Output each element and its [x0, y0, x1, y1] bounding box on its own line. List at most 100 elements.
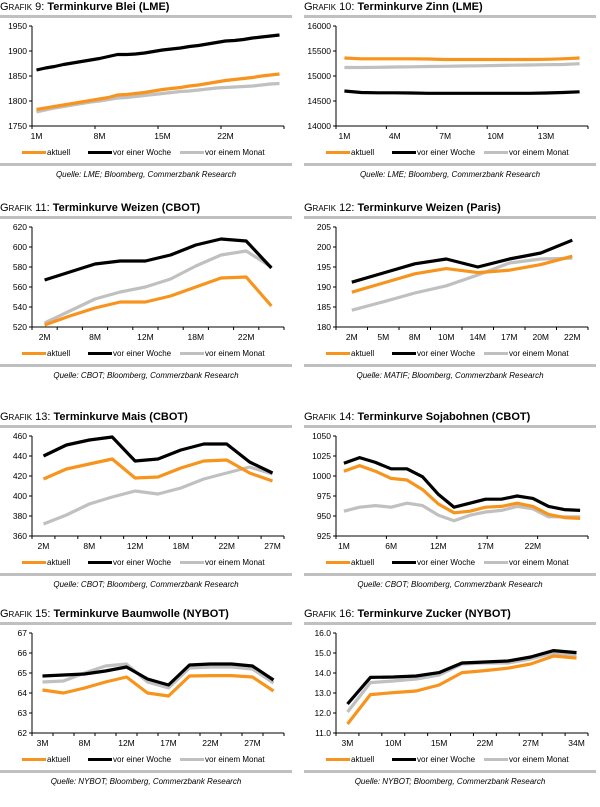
y-tick-label: 400: [13, 491, 27, 501]
legend-label: vor einem Monat: [509, 558, 569, 567]
legend-swatch: [392, 758, 416, 761]
y-tick-label: 66: [18, 648, 28, 658]
legend-item: vor einer Woche: [88, 755, 171, 764]
title-divider: [304, 622, 596, 625]
series-line-vor-einer-woche: [42, 662, 275, 687]
chart-title: Grafik 15: Terminkurve Baumwolle (NYBOT): [0, 607, 292, 621]
legend-label: vor einem Monat: [509, 349, 569, 358]
legend-item: vor einer Woche: [392, 755, 475, 764]
y-tick-label: 15500: [307, 46, 331, 56]
chart-title-text: Terminkurve Weizen (CBOT): [52, 202, 201, 214]
legend-item: aktuell: [22, 558, 70, 567]
y-tick-label: 620: [13, 222, 27, 232]
legend-item: vor einem Monat: [484, 148, 569, 157]
x-tick-label: 15M: [154, 131, 171, 141]
x-tick-label: 15M: [431, 738, 448, 748]
x-tick-label: 1M: [31, 131, 43, 141]
title-divider: [0, 425, 292, 428]
legend-label: aktuell: [47, 349, 71, 358]
chart-source: Quelle: CBOT; Bloomberg, Commerzbank Res…: [53, 580, 239, 589]
chart-title: Grafik 9: Terminkurve Blei (LME): [0, 0, 292, 14]
chart-title: Grafik 11: Terminkurve Weizen (CBOT): [0, 201, 292, 215]
chart-title-text: Terminkurve Zinn (LME): [357, 1, 483, 13]
series-line-vor-einer-woche: [351, 238, 573, 284]
x-tick-label: 1M: [338, 541, 350, 551]
chart-legend: aktuell vor einer Woche vor einem Monat: [0, 349, 292, 363]
legend-swatch: [22, 352, 46, 355]
series-line-aktuell: [42, 673, 275, 698]
y-tick-label: 11.0: [315, 728, 331, 738]
legend-item: vor einer Woche: [392, 349, 475, 358]
legend-divider: [304, 573, 596, 576]
chart-legend: aktuell vor einer Woche vor einem Monat: [0, 148, 292, 162]
legend-swatch: [484, 561, 508, 564]
y-tick-label: 62: [18, 728, 28, 738]
legend-label: vor einer Woche: [113, 349, 172, 358]
y-tick-label: 1800: [8, 96, 27, 106]
legend-label: vor einer Woche: [113, 148, 172, 157]
chart-panel: Grafik 16: Terminkurve Zucker (NYBOT) 11.…: [304, 607, 596, 786]
y-tick-label: 1000: [312, 471, 331, 481]
legend-item: vor einer Woche: [88, 349, 171, 358]
chart-legend: aktuell vor einer Woche vor einem Monat: [0, 558, 292, 572]
x-tick-label: 17M: [160, 738, 177, 748]
legend-swatch: [180, 561, 204, 564]
y-tick-label: 600: [13, 242, 27, 252]
chart-panel: Grafik 15: Terminkurve Baumwolle (NYBOT)…: [0, 607, 292, 786]
x-tick-label: 34M: [568, 738, 585, 748]
chart-panel: Grafik 14: Terminkurve Sojabohnen (CBOT)…: [304, 410, 596, 589]
x-tick-label: 27M: [244, 738, 261, 748]
x-tick-label: 12M: [430, 541, 447, 551]
legend-divider: [304, 163, 596, 166]
y-tick-label: 195: [317, 262, 331, 272]
series-line-vor-einer-woche: [344, 89, 580, 95]
legend-swatch: [88, 561, 112, 564]
series-line-aktuell: [36, 72, 280, 112]
chart-number: Grafik 16:: [304, 608, 358, 620]
y-tick-label: 65: [18, 668, 28, 678]
legend-label: vor einer Woche: [113, 755, 172, 764]
y-tick-label: 15000: [307, 71, 331, 81]
series-line-vor-einer-woche: [42, 435, 274, 475]
legend-label: vor einer Woche: [417, 148, 476, 157]
title-divider: [304, 425, 596, 428]
legend-swatch: [392, 561, 416, 564]
chart-panel: Grafik 13: Terminkurve Mais (CBOT) 360 380…: [0, 410, 292, 589]
legend-swatch: [180, 758, 204, 761]
legend-swatch: [180, 352, 204, 355]
chart-number: Grafik 13:: [0, 411, 54, 423]
series-line-aktuell: [343, 463, 581, 520]
x-tick-label: 22M: [477, 738, 494, 748]
x-tick-label: 27M: [264, 541, 281, 551]
legend-item: aktuell: [326, 148, 374, 157]
legend-item: vor einem Monat: [180, 148, 265, 157]
x-tick-label: 17M: [477, 541, 494, 551]
x-tick-label: 3M: [342, 738, 354, 748]
legend-item: vor einer Woche: [392, 148, 475, 157]
series-line-vor-einem-monat: [43, 249, 273, 325]
chart-source: Quelle: MATIF; Bloomberg, Commerzbank Re…: [356, 371, 544, 380]
legend-item: vor einer Woche: [392, 558, 475, 567]
chart-legend: aktuell vor einer Woche vor einem Monat: [304, 558, 596, 572]
series-line-vor-einer-woche: [346, 649, 577, 706]
y-tick-label: 1950: [8, 21, 27, 31]
x-tick-label: 10M: [385, 738, 402, 748]
legend-swatch: [88, 352, 112, 355]
series-line-aktuell: [42, 457, 274, 483]
chart-title-text: Terminkurve Mais (CBOT): [53, 411, 188, 423]
chart-number: Grafik 11:: [0, 202, 53, 214]
y-tick-label: 925: [317, 531, 331, 541]
legend-item: aktuell: [22, 148, 70, 157]
x-tick-label: 8M: [79, 738, 91, 748]
x-tick-label: 1M: [338, 131, 350, 141]
x-tick-label: 20M: [532, 332, 549, 342]
chart-title-text: Terminkurve Zucker (NYBOT): [357, 608, 511, 620]
legend-item: vor einem Monat: [484, 755, 569, 764]
x-tick-label: 18M: [188, 332, 205, 342]
y-tick-label: 205: [317, 222, 331, 232]
legend-label: aktuell: [351, 755, 375, 764]
legend-label: vor einer Woche: [417, 558, 476, 567]
chart-title: Grafik 13: Terminkurve Mais (CBOT): [0, 410, 292, 424]
y-tick-label: 180: [317, 322, 331, 332]
chart-panel: Grafik 10: Terminkurve Zinn (LME) 14000 14…: [304, 0, 596, 179]
